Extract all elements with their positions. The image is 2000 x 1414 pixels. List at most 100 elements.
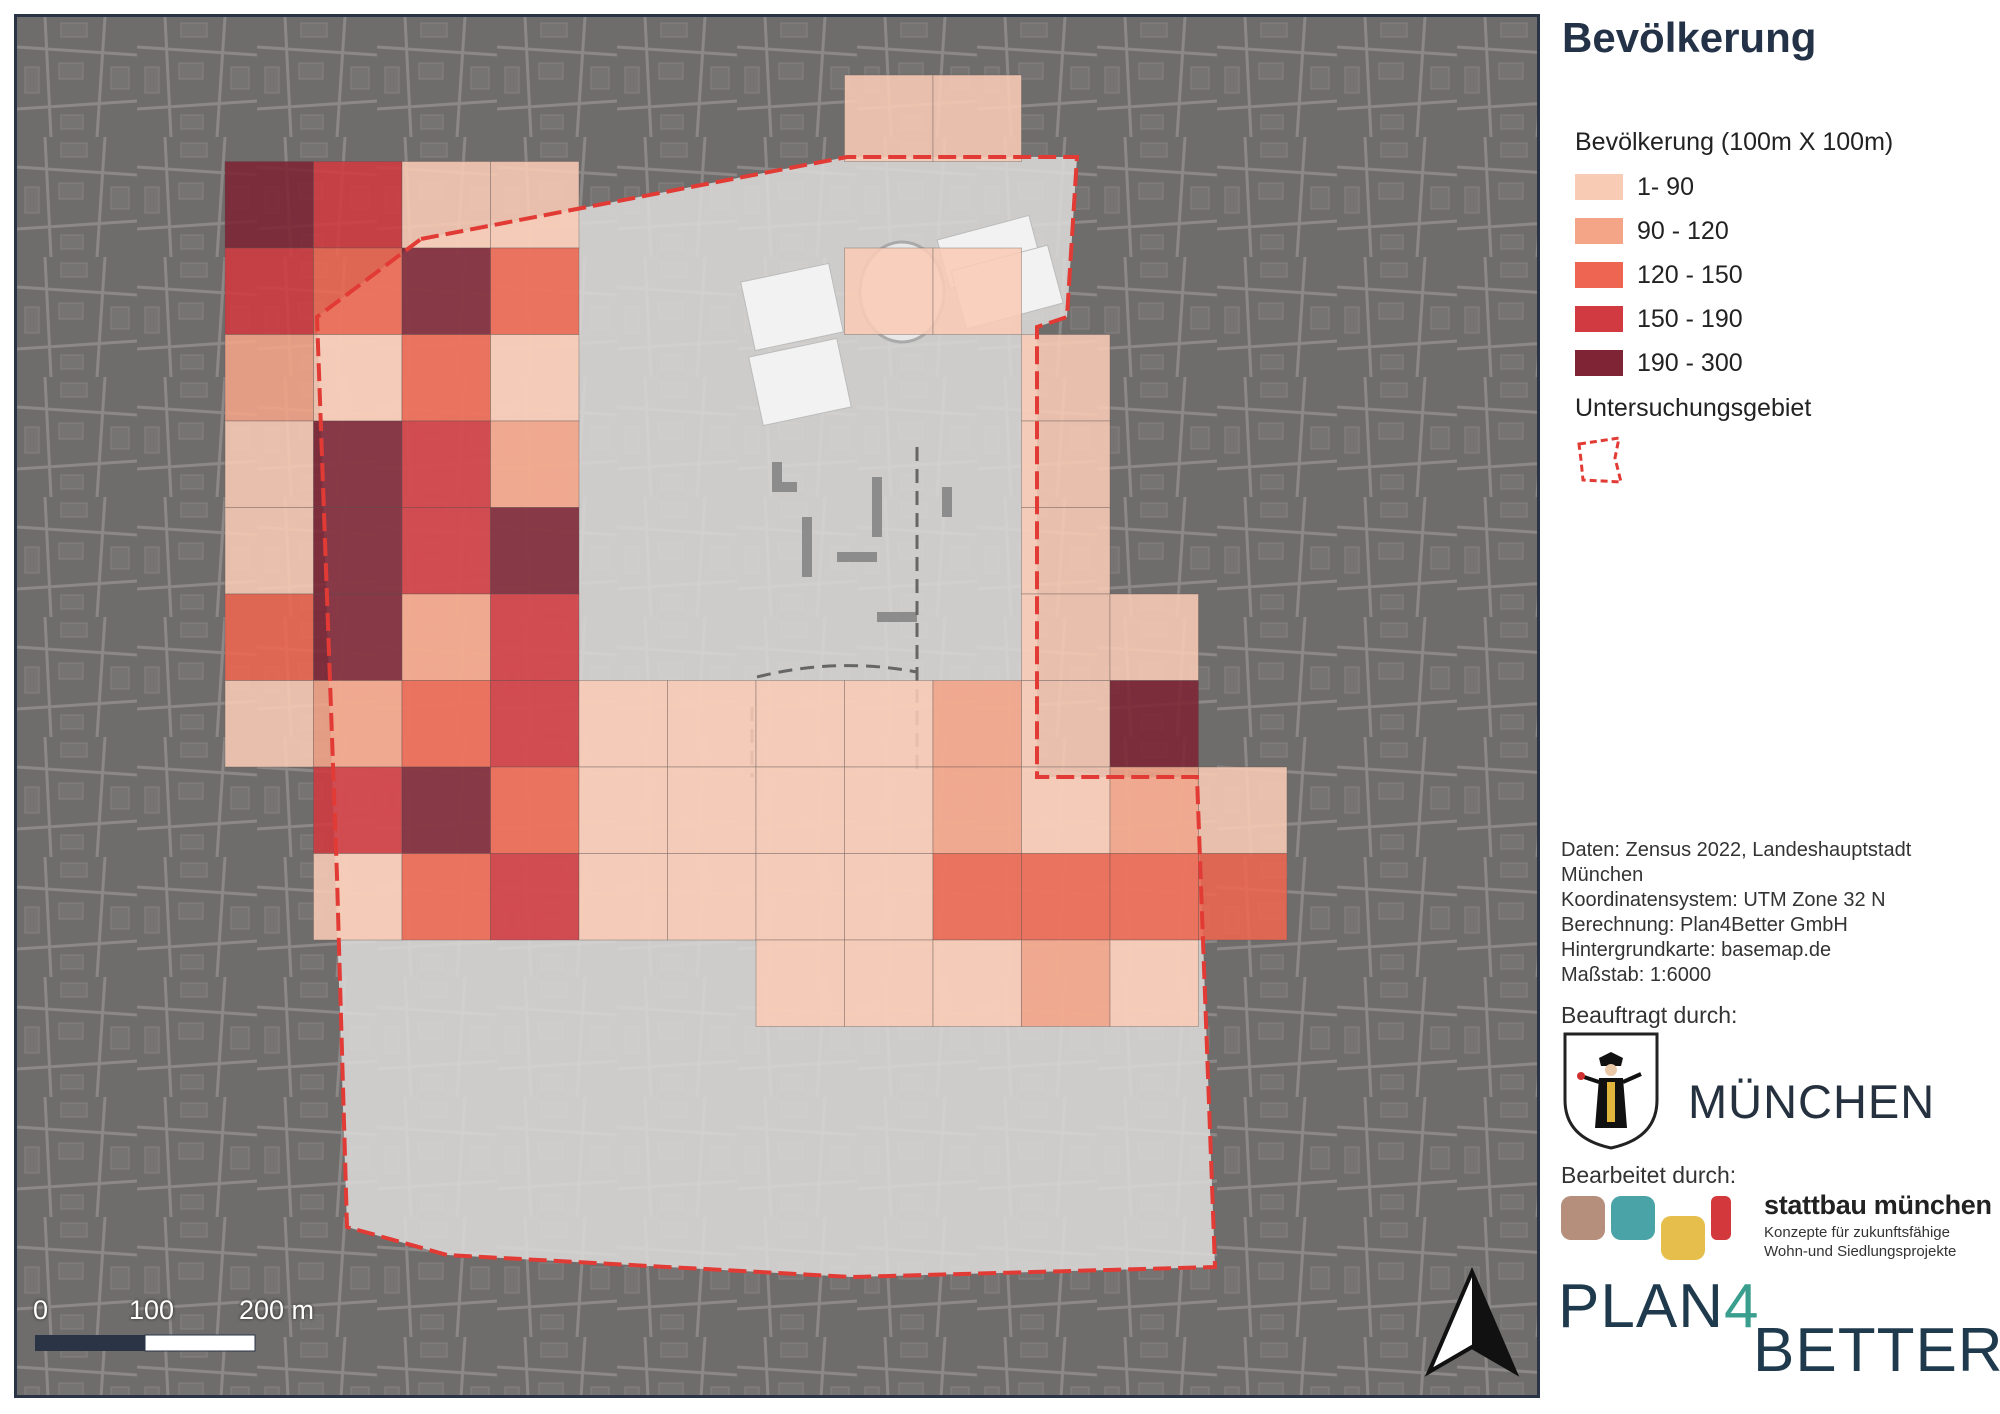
legend-swatch-4 bbox=[1575, 306, 1623, 332]
plan4better-four: 4 bbox=[1723, 1272, 1760, 1341]
grid-cell[interactable] bbox=[755, 680, 845, 768]
grid-cell[interactable] bbox=[401, 593, 491, 681]
grid-cell[interactable] bbox=[313, 593, 403, 681]
munich-wordmark: MÜNCHEN bbox=[1688, 1075, 1936, 1128]
grid-cell[interactable] bbox=[401, 420, 491, 508]
grid-cell[interactable] bbox=[490, 161, 580, 249]
stattbau-tagline-1: Konzepte für zukunftsfähige bbox=[1764, 1224, 1950, 1241]
grid-cell[interactable] bbox=[1198, 853, 1288, 941]
legend-swatch-3 bbox=[1575, 262, 1623, 288]
grid-cell[interactable] bbox=[313, 334, 403, 422]
grid-cell[interactable] bbox=[224, 593, 314, 681]
grid-cell[interactable] bbox=[490, 420, 580, 508]
grid-cell[interactable] bbox=[932, 766, 1022, 854]
grid-cell[interactable] bbox=[313, 766, 403, 854]
grid-cell[interactable] bbox=[755, 853, 845, 941]
grid-cell[interactable] bbox=[932, 680, 1022, 768]
population-grid-map[interactable] bbox=[17, 17, 1537, 1395]
grid-cell[interactable] bbox=[844, 766, 934, 854]
grid-cell[interactable] bbox=[667, 853, 757, 941]
grid-cell[interactable] bbox=[932, 247, 1022, 335]
school-buildings bbox=[772, 462, 952, 622]
grid-cell[interactable] bbox=[1021, 939, 1111, 1027]
legend-label-5: 190 - 300 bbox=[1637, 349, 1743, 377]
grid-cell[interactable] bbox=[1021, 766, 1111, 854]
grid-cell[interactable] bbox=[844, 247, 934, 335]
legend-swatch-5 bbox=[1575, 350, 1623, 376]
grid-cell[interactable] bbox=[1021, 334, 1111, 422]
grid-cell[interactable] bbox=[1021, 853, 1111, 941]
source-line-data-cont: München bbox=[1561, 864, 1644, 886]
grid-cell[interactable] bbox=[844, 853, 934, 941]
grid-cell[interactable] bbox=[1109, 853, 1199, 941]
sports-field-1 bbox=[740, 262, 844, 352]
grid-cell[interactable] bbox=[1021, 507, 1111, 595]
grid-cell[interactable] bbox=[844, 74, 934, 162]
grid-cell[interactable] bbox=[755, 766, 845, 854]
grid-cell[interactable] bbox=[224, 680, 314, 768]
grid-cell[interactable] bbox=[578, 766, 668, 854]
legend-label-2: 90 - 120 bbox=[1637, 217, 1729, 245]
legend-subtitle: Bevölkerung (100m X 100m) bbox=[1575, 128, 1894, 156]
legend-title: Bevölkerung bbox=[1562, 14, 1817, 61]
source-line-data: Daten: Zensus 2022, Landeshauptstadt bbox=[1561, 839, 1912, 861]
scale-label-200: 200 m bbox=[239, 1295, 315, 1325]
grid-cell[interactable] bbox=[932, 939, 1022, 1027]
study-area-outline bbox=[314, 155, 1218, 1280]
grid-cell[interactable] bbox=[401, 853, 491, 941]
grid-cell[interactable] bbox=[578, 853, 668, 941]
legend-label-1: 1- 90 bbox=[1637, 173, 1694, 201]
grid-cell[interactable] bbox=[755, 939, 845, 1027]
grid-cell[interactable] bbox=[1021, 420, 1111, 508]
grid-cell[interactable] bbox=[844, 680, 934, 768]
grid-cell[interactable] bbox=[1109, 680, 1199, 768]
grid-cell[interactable] bbox=[1109, 766, 1199, 854]
grid-cell[interactable] bbox=[932, 853, 1022, 941]
stattbau-name: stattbau münchen bbox=[1764, 1190, 1992, 1220]
munich-crest-icon bbox=[1563, 1032, 1659, 1150]
scale-label-100: 100 bbox=[129, 1295, 175, 1325]
grid-cell[interactable] bbox=[401, 680, 491, 768]
grid-cell[interactable] bbox=[844, 939, 934, 1027]
grid-cell[interactable] bbox=[1198, 766, 1288, 854]
grid-cell[interactable] bbox=[224, 161, 314, 249]
grid-cell[interactable] bbox=[401, 247, 491, 335]
map-sources: Daten: Zensus 2022, Landeshauptstadt Mün… bbox=[1561, 838, 1981, 988]
grid-cell[interactable] bbox=[1021, 593, 1111, 681]
grid-cell[interactable] bbox=[313, 161, 403, 249]
map-frame[interactable]: 0 100 200 m bbox=[14, 14, 1540, 1398]
grid-cell[interactable] bbox=[1109, 593, 1199, 681]
grid-cell[interactable] bbox=[490, 334, 580, 422]
grid-cell[interactable] bbox=[224, 334, 314, 422]
stattbau-logo-icon bbox=[1561, 1196, 1731, 1260]
grid-cell[interactable] bbox=[667, 766, 757, 854]
grid-cell[interactable] bbox=[224, 247, 314, 335]
grid-cell[interactable] bbox=[578, 680, 668, 768]
grid-cell[interactable] bbox=[224, 420, 314, 508]
grid-cell[interactable] bbox=[490, 507, 580, 595]
study-area-legend-icon bbox=[1577, 436, 1623, 484]
grid-cell[interactable] bbox=[932, 74, 1022, 162]
grid-cell[interactable] bbox=[490, 680, 580, 768]
grid-cell[interactable] bbox=[401, 334, 491, 422]
grid-cell[interactable] bbox=[1021, 680, 1111, 768]
legend-label-3: 120 - 150 bbox=[1637, 261, 1743, 289]
grid-cell[interactable] bbox=[401, 766, 491, 854]
plan4better-better: BETTER bbox=[1753, 1316, 2000, 1385]
grid-cell[interactable] bbox=[313, 853, 403, 941]
north-arrow-icon bbox=[1424, 1266, 1520, 1377]
legend-swatch-2 bbox=[1575, 218, 1623, 244]
grid-cell[interactable] bbox=[490, 853, 580, 941]
source-line-scale: Maßstab: 1:6000 bbox=[1561, 964, 1712, 986]
stattbau-tagline-2: Wohn-und Siedlungsprojekte bbox=[1764, 1243, 1957, 1260]
grid-cell[interactable] bbox=[667, 680, 757, 768]
grid-cell[interactable] bbox=[490, 247, 580, 335]
grid-cell[interactable] bbox=[490, 766, 580, 854]
study-area-legend-label: Untersuchungsgebiet bbox=[1575, 394, 1812, 422]
grid-cell[interactable] bbox=[490, 593, 580, 681]
grid-cell[interactable] bbox=[224, 507, 314, 595]
grid-cell[interactable] bbox=[401, 507, 491, 595]
grid-cell[interactable] bbox=[1109, 939, 1199, 1027]
grid-cell[interactable] bbox=[313, 680, 403, 768]
grid-cell[interactable] bbox=[313, 420, 403, 508]
